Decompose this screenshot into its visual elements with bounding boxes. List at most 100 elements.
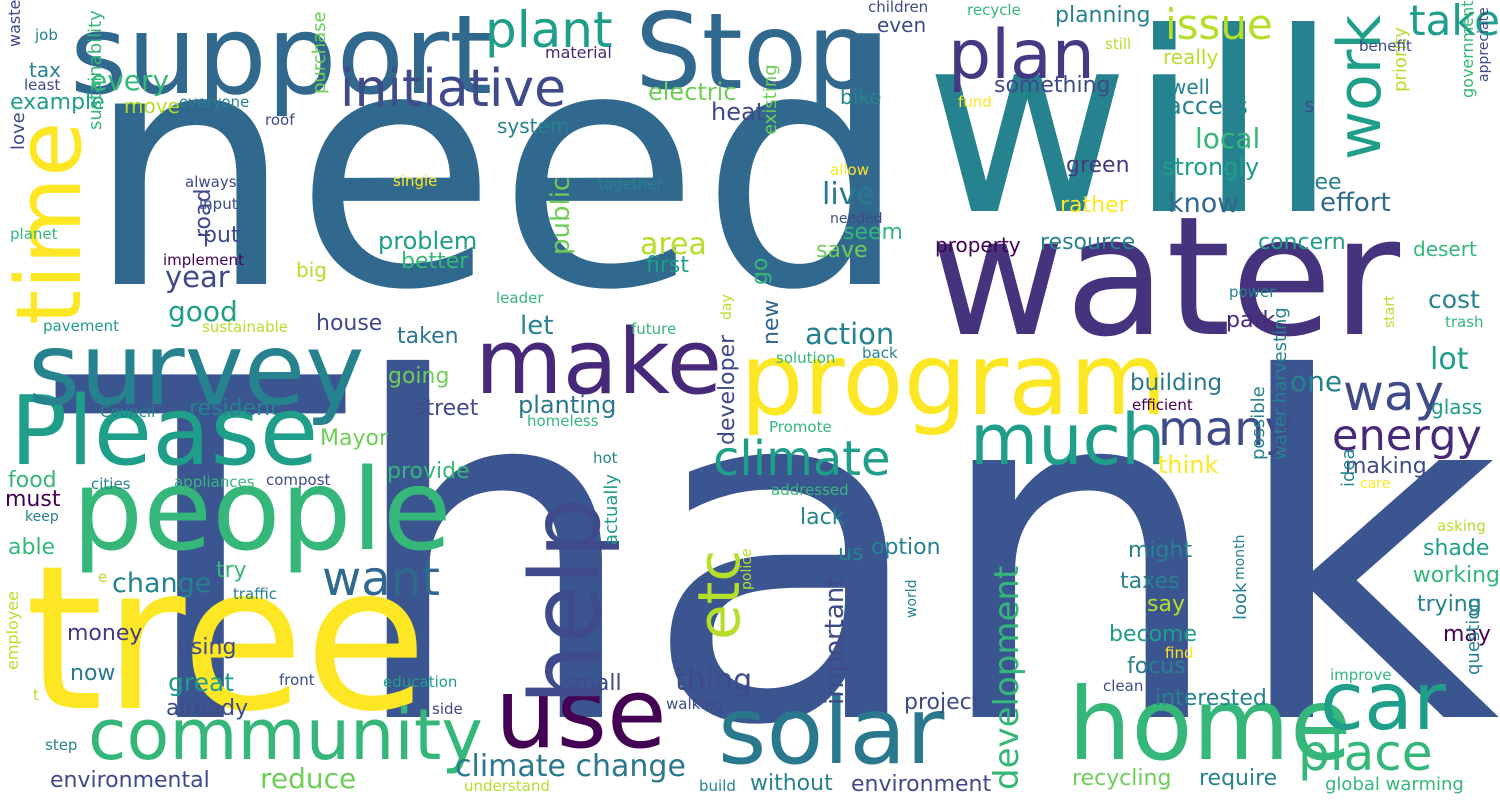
- word-appreciate: appreciate: [1476, 7, 1492, 82]
- word-appliances: appliances: [174, 473, 255, 491]
- word-solution: solution: [776, 349, 836, 367]
- word-example: example: [10, 90, 105, 115]
- word-cost: cost: [1428, 285, 1480, 314]
- word-developer: developer: [715, 334, 740, 445]
- word-employee: employee: [3, 591, 22, 670]
- word-leader: leader: [496, 289, 544, 307]
- word-s: s: [1304, 93, 1315, 117]
- word-purchase: purchase: [309, 11, 330, 94]
- word-police: police: [739, 548, 755, 590]
- word-try: try: [216, 558, 247, 583]
- word-access: access: [1167, 92, 1248, 120]
- word-planning: planning: [1055, 3, 1151, 28]
- word-back: back: [862, 344, 898, 362]
- word-front: front: [279, 671, 315, 689]
- word-tree: tree: [25, 523, 428, 756]
- word-planting: planting: [518, 391, 617, 419]
- word-interested: interested: [1155, 686, 1267, 711]
- word-existing: existing: [760, 64, 781, 135]
- word-build: build: [699, 777, 736, 795]
- word-step: step: [45, 736, 78, 754]
- word-great: great: [168, 668, 235, 697]
- word-food: food: [8, 468, 57, 493]
- word-allow: allow: [830, 161, 869, 179]
- word-side: side: [432, 700, 463, 718]
- word-waste: waste: [5, 0, 24, 48]
- word-planet: planet: [10, 225, 58, 243]
- word-environment: environment: [851, 772, 992, 797]
- word-house: house: [316, 311, 383, 336]
- word-fund: fund: [958, 93, 992, 111]
- word-put: put: [203, 223, 240, 248]
- word-every: every: [90, 64, 170, 97]
- word-new: new: [759, 299, 784, 345]
- word-energy: energy: [1332, 411, 1482, 461]
- word-street: street: [414, 396, 479, 421]
- word-working: working: [1412, 563, 1500, 588]
- word-building: building: [1130, 370, 1223, 396]
- word-provide: provide: [387, 459, 470, 484]
- word-require: require: [1199, 766, 1278, 791]
- word-understand: understand: [464, 777, 550, 795]
- word-benefit: benefit: [1359, 37, 1412, 55]
- word-home: home: [1068, 666, 1352, 783]
- word-plan: plan: [948, 16, 1095, 95]
- word-property: property: [935, 233, 1021, 257]
- word-change: change: [112, 568, 212, 599]
- word-education: education: [383, 673, 458, 691]
- word-t: t: [33, 686, 39, 704]
- word-look: look: [1230, 582, 1251, 620]
- word-resident: resident: [189, 396, 279, 421]
- word-walking: walking: [666, 695, 724, 713]
- word-traffic: traffic: [233, 585, 277, 603]
- word-reduce: reduce: [260, 762, 357, 795]
- word-concern: concern: [1258, 230, 1346, 255]
- word-important: important: [820, 576, 850, 705]
- word-recycling: recycling: [1072, 766, 1172, 791]
- word-world: world: [904, 579, 920, 618]
- word-say: say: [1147, 592, 1185, 617]
- word-promote: Promote: [769, 418, 832, 436]
- word-find: find: [1165, 644, 1194, 662]
- word-shade: shade: [1423, 536, 1490, 561]
- word-know: know: [1168, 188, 1240, 219]
- word-question: question: [1463, 597, 1484, 675]
- word-time: time: [0, 121, 102, 325]
- word-money: money: [67, 621, 143, 646]
- word-able: able: [8, 535, 56, 560]
- word-want: want: [322, 551, 440, 607]
- word-people: people: [72, 446, 452, 576]
- word-action: action: [805, 317, 895, 351]
- word-move: move: [124, 94, 180, 118]
- word-start: start: [1382, 295, 1398, 328]
- word-e: e: [98, 568, 108, 586]
- word-implement: implement: [163, 251, 244, 269]
- word-asking: asking: [1437, 517, 1486, 535]
- word-material: material: [545, 43, 612, 62]
- word-need: need: [85, 0, 910, 362]
- word-heat: heat: [711, 98, 766, 126]
- word-efficient: efficient: [1132, 396, 1193, 414]
- word-day: day: [719, 294, 735, 320]
- word-solar: solar: [718, 677, 945, 785]
- word-may: may: [1443, 622, 1491, 647]
- word-month: month: [1232, 534, 1248, 580]
- word-local: local: [1195, 122, 1261, 155]
- word-way: way: [1343, 364, 1445, 422]
- word-council: Council: [100, 403, 156, 421]
- word-now: now: [70, 661, 116, 686]
- word-system: system: [497, 114, 570, 138]
- word-keep: keep: [25, 509, 59, 525]
- word-addressed: addressed: [771, 481, 849, 499]
- word-even: even: [877, 13, 927, 37]
- word-small: small: [563, 671, 622, 696]
- word-park: park: [1226, 308, 1276, 333]
- word-sustainable: sustainable: [202, 318, 288, 336]
- word-glass: glass: [1431, 395, 1483, 419]
- word-make: make: [475, 310, 723, 415]
- word-sustainability: sustainability: [85, 10, 106, 130]
- word-power: power: [1229, 283, 1276, 301]
- word-pavement: pavement: [43, 317, 120, 335]
- word-us: us: [838, 541, 864, 566]
